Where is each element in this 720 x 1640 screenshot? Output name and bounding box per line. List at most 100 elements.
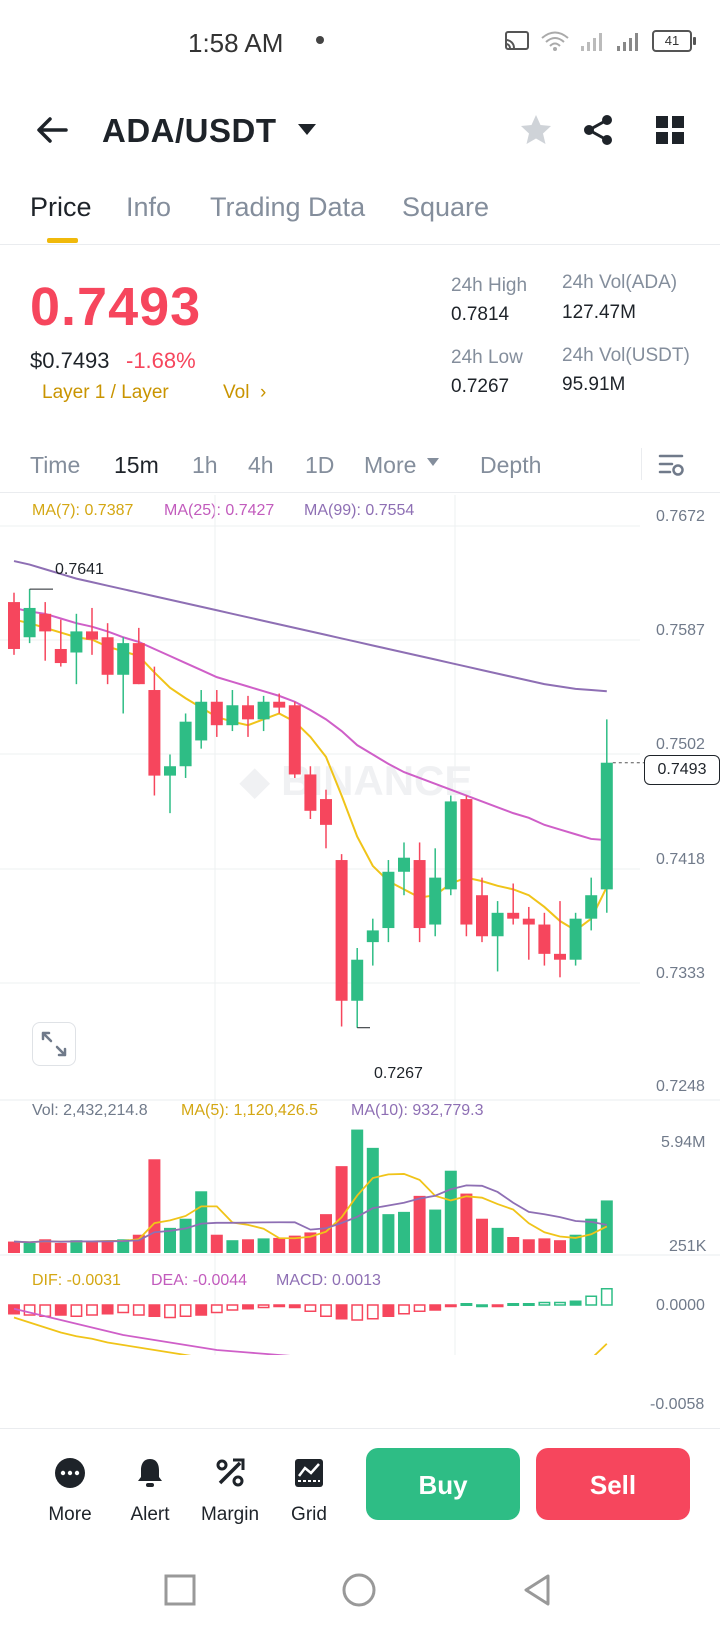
candle-body-16 [257,701,270,720]
grid-trading-icon [295,1459,323,1487]
grid-button[interactable]: Grid [274,1456,344,1526]
candle-body-1 [23,607,36,638]
tab-trading-data[interactable]: Trading Data [210,192,366,222]
wifi-icon [541,31,569,51]
vol-ma10-legend: MA(10): 932,779.3 [351,1102,484,1119]
interval-more[interactable]: More [364,452,417,478]
candle-body-37 [585,895,598,919]
24h-high-value: 0.7814 [451,304,510,325]
candle-body-2 [39,613,52,632]
notification-dot [316,36,324,44]
expand-chart-button[interactable] [32,1022,76,1066]
macd-tick-bottom: -0.0058 [650,1396,705,1413]
pair-title[interactable]: ADA/USDT [102,112,277,149]
interval-time[interactable]: Time [30,452,81,478]
candle-body-36 [569,918,582,960]
back-nav-icon[interactable] [520,1572,556,1608]
more-button[interactable]: More [35,1456,105,1526]
signal-icon [581,33,602,51]
dif-line [13,1316,608,1355]
home-icon[interactable] [341,1572,377,1608]
macd-tick-top: 0.0000 [656,1297,705,1314]
last-price: 0.7493 [30,277,202,337]
grid-label: Grid [291,1504,327,1525]
category-tags[interactable]: Layer 1 / Layer [42,382,169,403]
macd-bar-21 [335,1304,348,1320]
volume-bar-33 [522,1239,535,1253]
vol-ma10-line [13,1184,607,1244]
volume-bar-15 [242,1239,254,1253]
margin-button[interactable]: Margin [195,1456,265,1526]
vol-ma5-legend: MA(5): 1,120,426.5 [181,1102,318,1119]
interval-1h[interactable]: 1h [192,452,218,478]
volume-bar-2 [39,1239,52,1253]
dea-line [13,1307,291,1355]
volume-bar-11 [179,1218,192,1253]
candlestick-chart[interactable]: ⬥ BINANCE [0,495,720,1355]
macd-bar-14 [226,1304,239,1311]
volume-bar-24 [382,1214,395,1253]
macd-bar-17 [273,1304,286,1308]
dea-legend: DEA: -0.0044 [151,1272,248,1289]
candle-body-25 [398,857,410,872]
volume-bar-34 [538,1238,551,1253]
candle-body-7 [117,643,130,675]
candle-body-31 [491,912,504,937]
volume-bar-36 [569,1234,582,1253]
macd-bar-16 [257,1304,270,1309]
sell-button[interactable]: Sell [536,1448,690,1520]
macd-bar-28 [444,1304,457,1308]
candle-body-19 [304,774,317,811]
interval-depth[interactable]: Depth [480,452,542,478]
star-icon[interactable] [518,112,554,148]
interval-1d[interactable]: 1D [305,452,335,478]
battery-icon: 41 [652,30,696,52]
24h-vol-ada-value: 127.47M [562,302,636,323]
percent-icon [216,1458,245,1487]
vol-link-label: Vol [223,382,250,403]
candle-body-10 [164,766,176,776]
macd-bar-36 [569,1300,582,1306]
interval-15m[interactable]: 15m [114,452,159,478]
tabs-divider [0,244,720,245]
volume-bar-30 [476,1218,488,1253]
candle-body-0 [8,602,20,649]
candle-body-34 [538,924,551,954]
pair-dropdown-icon[interactable] [298,124,316,135]
macd-bar-18 [288,1304,301,1309]
macd-bar-30 [476,1304,488,1308]
candle-body-33 [522,918,535,925]
buy-button[interactable]: Buy [366,1448,520,1520]
price-change: -1.68% [126,348,196,373]
volume-bar-7 [117,1239,130,1253]
candle-body-35 [554,953,566,960]
macd-bar-33 [522,1303,535,1306]
chart-settings-icon[interactable] [658,452,684,478]
share-icon[interactable] [580,112,616,148]
volume-bar-28 [444,1170,457,1253]
back-arrow-icon[interactable] [32,110,72,150]
tab-square[interactable]: Square [402,192,490,222]
interval-4h[interactable]: 4h [248,452,274,478]
macd-bar-38 [600,1288,613,1306]
candle-body-30 [476,895,488,937]
recent-apps-icon[interactable] [162,1572,198,1608]
vol-legend: Vol: 2,432,214.8 [32,1102,148,1119]
vol-link[interactable]: Vol › [223,382,267,403]
price-tick-3: 0.7418 [656,851,705,868]
expand-icon [41,1031,67,1057]
macd-bar-11 [179,1304,192,1317]
price-tick-4: 0.7333 [656,965,705,982]
tab-info[interactable]: Info [126,192,172,222]
interval-divider [641,448,642,480]
tab-price[interactable]: Price [30,192,92,222]
dif-legend: DIF: -0.0031 [32,1272,121,1289]
24h-vol-ada-label: 24h Vol(ADA) [562,272,678,293]
macd-bar-20 [320,1304,332,1317]
volume-bar-22 [351,1129,364,1253]
macd-bar-32 [507,1303,520,1306]
watermark-logo: ⬥ BINANCE [239,757,472,804]
alert-button[interactable]: Alert [115,1456,185,1526]
grid-layout-icon[interactable] [652,112,688,148]
candle-body-29 [460,799,473,925]
